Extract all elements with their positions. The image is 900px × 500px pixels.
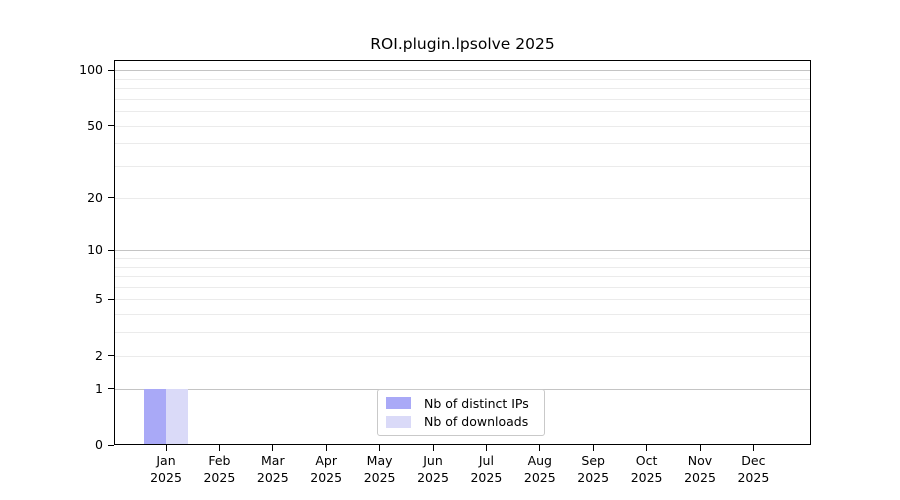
- x-tick-label: Oct 2025: [631, 452, 663, 486]
- gridline-minor: [114, 299, 811, 301]
- gridline-minor: [114, 87, 811, 89]
- gridline-minor: [114, 314, 811, 316]
- x-tick-label: Sep 2025: [577, 452, 609, 486]
- x-tick-month: Jul: [478, 453, 494, 468]
- gridline-minor: [114, 143, 811, 145]
- x-tick-label: Aug 2025: [524, 452, 556, 486]
- gridline-minor: [114, 78, 811, 80]
- x-tick-mark: [592, 445, 594, 451]
- legend-swatch-downloads: [386, 415, 411, 428]
- x-tick-mark: [379, 445, 381, 451]
- x-tick-mark: [432, 445, 434, 451]
- x-tick-month: Dec: [741, 453, 766, 468]
- x-tick-label: Jun 2025: [417, 452, 449, 486]
- x-tick-mark: [165, 445, 167, 451]
- x-tick-year: 2025: [684, 470, 716, 485]
- gridline-minor: [114, 266, 811, 268]
- x-tick-year: 2025: [577, 470, 610, 485]
- y-tick-mark: [108, 388, 114, 390]
- x-tick-year: 2025: [256, 470, 289, 485]
- legend-swatch-distinct-ips: [386, 397, 411, 410]
- gridline-minor: [114, 355, 811, 357]
- y-tick-mark: [108, 298, 114, 300]
- plot-area: [114, 60, 811, 445]
- y-tick-mark: [108, 125, 114, 126]
- gridline-minor: [114, 276, 811, 277]
- y-tick-mark: [108, 249, 114, 251]
- x-tick-label: Jan 2025: [150, 452, 182, 486]
- y-tick-label: 100: [79, 62, 103, 77]
- x-tick-year: 2025: [417, 470, 449, 485]
- bar-downloads: [166, 388, 188, 445]
- x-tick-year: 2025: [523, 470, 556, 485]
- gridline-minor: [114, 111, 811, 112]
- y-tick-label: 20: [87, 189, 103, 205]
- x-tick-month: May: [366, 453, 393, 468]
- x-tick-label: Feb 2025: [203, 452, 235, 486]
- x-tick-mark: [699, 445, 701, 451]
- x-tick-mark: [539, 445, 541, 451]
- gridline-minor: [114, 125, 811, 127]
- gridline-minor: [114, 286, 811, 288]
- x-tick-month: Jun: [423, 453, 443, 468]
- x-tick-month: Apr: [315, 453, 337, 468]
- y-tick-label: 10: [87, 242, 103, 258]
- x-tick-label: May 2025: [364, 452, 396, 486]
- x-tick-month: Aug: [527, 453, 552, 468]
- y-tick-mark: [108, 355, 114, 357]
- y-tick-label: 1: [95, 380, 103, 396]
- x-tick-month: Oct: [635, 453, 658, 468]
- gridline-minor: [114, 166, 811, 167]
- gridline-minor: [114, 197, 811, 199]
- x-tick-year: 2025: [203, 470, 236, 485]
- y-tick-mark: [108, 444, 114, 446]
- x-tick-mark: [646, 445, 648, 451]
- x-tick-mark: [325, 445, 327, 451]
- x-tick-year: 2025: [310, 470, 343, 485]
- y-tick-label: 2: [95, 347, 103, 363]
- x-tick-year: 2025: [150, 470, 182, 485]
- gridline-major: [114, 70, 811, 71]
- x-tick-label: Jul 2025: [470, 452, 502, 486]
- x-tick-mark: [752, 445, 754, 451]
- y-tick-mark: [108, 69, 114, 71]
- x-tick-mark: [218, 445, 220, 451]
- x-tick-label: Apr 2025: [310, 452, 342, 486]
- y-tick-label: 5: [95, 291, 103, 307]
- gridline-minor: [114, 332, 811, 334]
- chart-title: ROI.plugin.lpsolve 2025: [370, 35, 555, 53]
- legend: Nb of distinct IPs Nb of downloads: [377, 389, 545, 436]
- bar-distinct-ips: [144, 388, 166, 445]
- y-tick-label: 0: [95, 437, 103, 452]
- x-tick-year: 2025: [737, 470, 770, 485]
- gridline-major: [114, 250, 811, 252]
- x-tick-month: Mar: [261, 453, 285, 468]
- legend-label-distinct-ips: Nb of distinct IPs: [424, 395, 529, 411]
- gridline-minor: [114, 98, 811, 100]
- x-tick-mark: [485, 445, 487, 451]
- legend-item-downloads: Nb of downloads: [386, 414, 544, 429]
- gridline-minor: [114, 257, 811, 259]
- x-tick-month: Sep: [581, 453, 605, 468]
- x-tick-mark: [272, 445, 274, 451]
- x-tick-year: 2025: [630, 470, 663, 485]
- legend-item-distinct-ips: Nb of distinct IPs: [386, 396, 544, 411]
- legend-label-downloads: Nb of downloads: [424, 414, 529, 430]
- y-tick-label: 50: [87, 117, 103, 133]
- x-tick-month: Nov: [687, 453, 713, 468]
- x-tick-label: Mar 2025: [257, 452, 289, 486]
- x-tick-month: Jan: [156, 453, 176, 468]
- x-tick-label: Dec 2025: [737, 452, 769, 486]
- x-tick-year: 2025: [470, 470, 503, 485]
- x-tick-label: Nov 2025: [684, 452, 716, 486]
- y-tick-mark: [108, 197, 114, 199]
- x-tick-month: Feb: [208, 453, 231, 468]
- x-tick-year: 2025: [363, 470, 396, 485]
